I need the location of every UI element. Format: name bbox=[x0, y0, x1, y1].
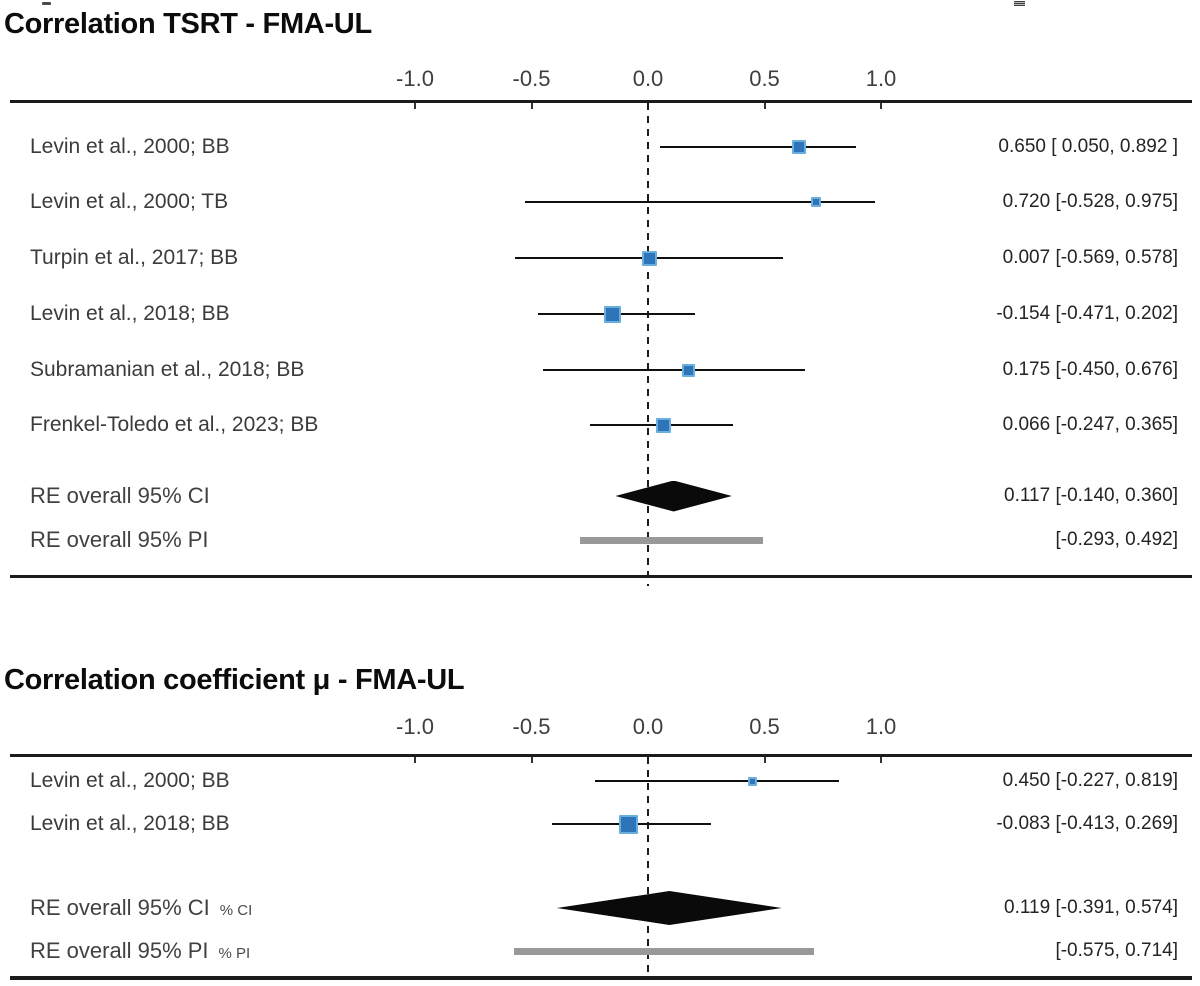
study-label: Levin et al., 2000; BB bbox=[30, 769, 230, 792]
summary-value: 0.117 [-0.140, 0.360] bbox=[1004, 485, 1178, 506]
ci-line bbox=[659, 145, 856, 149]
estimate-marker bbox=[603, 305, 621, 323]
study-label: Levin et al., 2000; TB bbox=[30, 190, 229, 213]
summary-label-text: RE overall 95% PI bbox=[30, 938, 209, 963]
study-label: Frenkel-Toledo et al., 2023; BB bbox=[30, 413, 319, 436]
estimate-marker bbox=[792, 140, 807, 154]
panel-bottom-line bbox=[10, 976, 1192, 980]
summary-label: RE overall 95% CI bbox=[30, 482, 210, 510]
axis-tick-mark bbox=[530, 103, 533, 109]
summary-label: RE overall 95% CI % CI bbox=[30, 894, 252, 925]
axis-tick-mark bbox=[414, 757, 416, 763]
summary-value: 0.119 [-0.391, 0.574] bbox=[1004, 897, 1178, 918]
estimate-ci-value: 0.066 [-0.247, 0.365] bbox=[1002, 414, 1178, 435]
prediction-interval-bar bbox=[579, 536, 763, 544]
axis-tick-label: 0.0 bbox=[632, 66, 664, 91]
estimate-marker bbox=[748, 776, 758, 786]
axis-tick-label: 0.5 bbox=[749, 714, 780, 739]
zero-reference-line bbox=[647, 103, 649, 586]
estimate-ci-value: 0.175 [-0.450, 0.676] bbox=[1002, 359, 1178, 380]
ci-line bbox=[595, 779, 839, 783]
summary-value: [-0.575, 0.714] bbox=[1055, 940, 1178, 961]
summary-label-text: RE overall 95% PI bbox=[30, 527, 209, 552]
axis-tick-label: 0.5 bbox=[749, 66, 780, 91]
estimate-ci-value: 0.007 [-0.569, 0.578] bbox=[1002, 247, 1178, 268]
study-label: Levin et al., 2018; BB bbox=[30, 302, 230, 325]
summary-label: RE overall 95% PI bbox=[30, 526, 209, 554]
study-label: Levin et al., 2000; BB bbox=[30, 135, 230, 158]
summary-label-suffix: % PI bbox=[218, 945, 251, 962]
overall-effect-diamond bbox=[556, 891, 782, 925]
axis-tick-label: -1.0 bbox=[396, 66, 434, 91]
estimate-marker bbox=[682, 363, 696, 377]
axis-tick-mark bbox=[880, 757, 882, 763]
axis-tick-label: -1.0 bbox=[396, 714, 434, 739]
summary-label-text: RE overall 95% CI bbox=[30, 483, 210, 508]
axis-tick-mark bbox=[530, 757, 533, 763]
estimate-marker bbox=[619, 814, 639, 834]
estimate-marker bbox=[810, 197, 821, 207]
study-label: Subramanian et al., 2018; BB bbox=[30, 358, 305, 381]
scan-artifact bbox=[1014, 1, 1025, 6]
ci-line bbox=[543, 368, 806, 372]
study-label: Levin et al., 2018; BB bbox=[30, 812, 230, 835]
summary-value: [-0.293, 0.492] bbox=[1055, 529, 1178, 550]
estimate-ci-value: 0.720 [-0.528, 0.975] bbox=[1002, 191, 1178, 212]
axis-tick-mark bbox=[763, 757, 766, 763]
axis-tick-label: 0.0 bbox=[632, 714, 664, 739]
prediction-interval-bar bbox=[514, 947, 815, 955]
axis-line bbox=[10, 100, 1192, 103]
study-label: Turpin et al., 2017; BB bbox=[30, 246, 239, 269]
estimate-marker bbox=[655, 417, 671, 433]
ci-line bbox=[524, 200, 876, 204]
axis-tick-mark bbox=[763, 103, 766, 109]
estimate-ci-value: 0.450 [-0.227, 0.819] bbox=[1002, 770, 1178, 791]
scan-artifact bbox=[42, 2, 51, 5]
axis-tick-mark bbox=[880, 103, 882, 109]
zero-reference-line bbox=[647, 757, 649, 976]
panel-title-tsrt: Correlation TSRT - FMA-UL bbox=[4, 8, 372, 40]
axis-tick-label: 1.0 bbox=[865, 714, 897, 739]
estimate-ci-value: -0.083 [-0.413, 0.269] bbox=[996, 813, 1178, 834]
panel-title-mu: Correlation coefficient μ - FMA-UL bbox=[4, 664, 465, 696]
summary-label-text: RE overall 95% CI bbox=[30, 895, 210, 920]
axis-tick-label: -0.5 bbox=[512, 714, 551, 739]
axis-tick-label: 1.0 bbox=[865, 66, 897, 91]
estimate-ci-value: -0.154 [-0.471, 0.202] bbox=[996, 303, 1178, 324]
estimate-ci-value: 0.650 [ 0.050, 0.892 ] bbox=[998, 136, 1178, 157]
axis-tick-mark bbox=[414, 103, 416, 109]
summary-label: RE overall 95% PI % PI bbox=[30, 937, 250, 968]
estimate-marker bbox=[642, 250, 658, 266]
axis-line bbox=[10, 754, 1192, 757]
summary-label-suffix: % CI bbox=[219, 902, 253, 919]
axis-tick-label: -0.5 bbox=[512, 66, 551, 91]
panel-bottom-line bbox=[10, 575, 1192, 578]
overall-effect-diamond bbox=[615, 480, 732, 512]
